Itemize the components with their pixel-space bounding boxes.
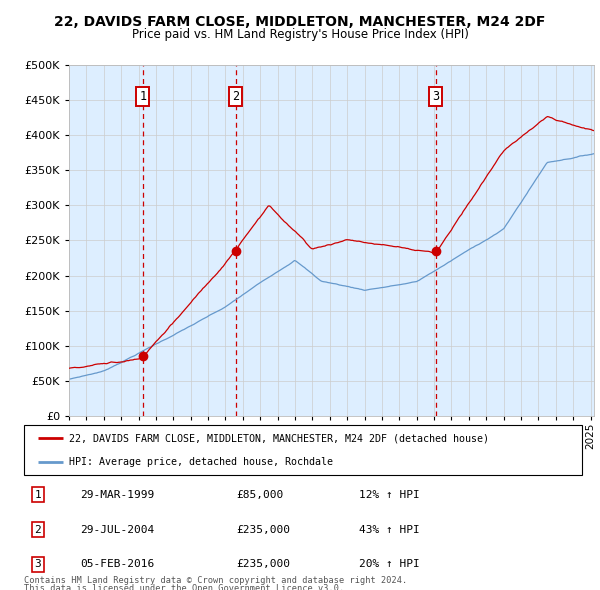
Text: 29-JUL-2004: 29-JUL-2004: [80, 525, 154, 535]
Text: 22, DAVIDS FARM CLOSE, MIDDLETON, MANCHESTER, M24 2DF (detached house): 22, DAVIDS FARM CLOSE, MIDDLETON, MANCHE…: [68, 433, 488, 443]
Text: 1: 1: [139, 90, 146, 103]
Text: HPI: Average price, detached house, Rochdale: HPI: Average price, detached house, Roch…: [68, 457, 332, 467]
Text: Price paid vs. HM Land Registry's House Price Index (HPI): Price paid vs. HM Land Registry's House …: [131, 28, 469, 41]
Text: 22, DAVIDS FARM CLOSE, MIDDLETON, MANCHESTER, M24 2DF: 22, DAVIDS FARM CLOSE, MIDDLETON, MANCHE…: [55, 15, 545, 29]
Text: 3: 3: [432, 90, 439, 103]
Text: Contains HM Land Registry data © Crown copyright and database right 2024.: Contains HM Land Registry data © Crown c…: [24, 576, 407, 585]
Text: 29-MAR-1999: 29-MAR-1999: [80, 490, 154, 500]
Text: 43% ↑ HPI: 43% ↑ HPI: [359, 525, 419, 535]
Text: 20% ↑ HPI: 20% ↑ HPI: [359, 559, 419, 569]
Text: £235,000: £235,000: [236, 525, 290, 535]
FancyBboxPatch shape: [24, 425, 582, 475]
Text: 2: 2: [232, 90, 239, 103]
Text: 2: 2: [35, 525, 41, 535]
Text: 12% ↑ HPI: 12% ↑ HPI: [359, 490, 419, 500]
Text: 05-FEB-2016: 05-FEB-2016: [80, 559, 154, 569]
Text: This data is licensed under the Open Government Licence v3.0.: This data is licensed under the Open Gov…: [24, 584, 344, 590]
Text: £85,000: £85,000: [236, 490, 283, 500]
Text: 3: 3: [35, 559, 41, 569]
Text: 1: 1: [35, 490, 41, 500]
Text: £235,000: £235,000: [236, 559, 290, 569]
